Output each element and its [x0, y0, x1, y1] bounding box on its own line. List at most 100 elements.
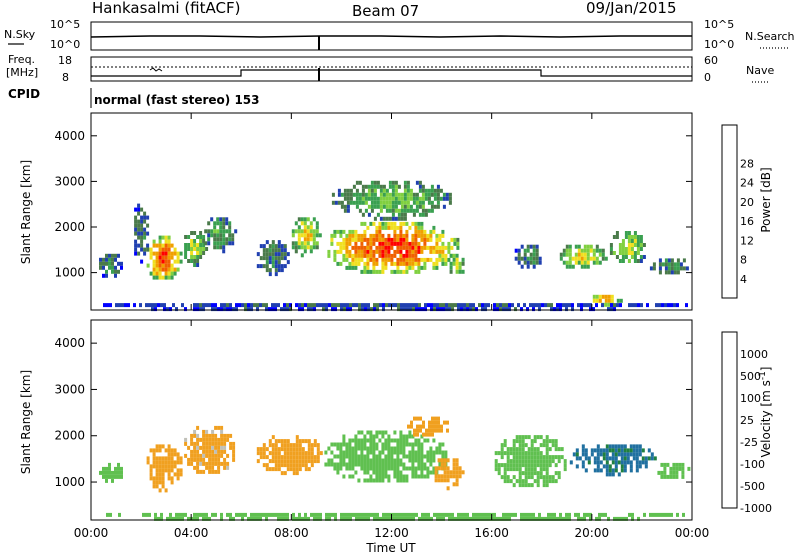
power-cell	[393, 233, 397, 238]
velocity-cell	[644, 460, 648, 465]
power-cell	[559, 256, 563, 261]
power-cell	[388, 208, 392, 213]
velocity-cell	[643, 512, 646, 517]
velocity-cell	[542, 455, 546, 460]
velocity-cell	[484, 516, 487, 521]
power-cell	[375, 257, 379, 262]
power-cell	[133, 303, 136, 308]
velocity-cell	[638, 460, 642, 465]
power-cell	[418, 307, 421, 312]
power-cell	[408, 249, 412, 254]
velocity-cell	[419, 416, 422, 421]
velocity-cell	[422, 432, 425, 437]
power-cell	[577, 260, 581, 265]
power-cell	[418, 200, 422, 205]
velocity-cell	[295, 463, 299, 468]
velocity-cell	[472, 516, 475, 521]
velocity-cell	[202, 429, 206, 434]
power-cell	[173, 247, 177, 252]
power-cell	[349, 200, 353, 205]
velocity-cell	[399, 438, 403, 443]
velocity-cell	[623, 452, 627, 457]
velocity-cell	[524, 483, 528, 488]
power-cell	[262, 256, 266, 261]
power-cell	[219, 221, 223, 226]
velocity-cell	[563, 459, 567, 464]
power-cell	[196, 251, 200, 255]
power-cell	[333, 229, 337, 234]
velocity-cell	[536, 435, 540, 440]
power-cell	[366, 225, 370, 230]
velocity-cell	[440, 424, 443, 429]
power-cell	[357, 257, 361, 262]
velocity-cell	[342, 474, 346, 479]
power-cell	[517, 252, 521, 257]
power-cell	[167, 259, 171, 264]
velocity-cell	[361, 516, 364, 521]
velocity-cell	[301, 459, 305, 464]
velocity-cell	[638, 448, 642, 453]
power-cell	[393, 241, 397, 246]
power-cell	[367, 307, 370, 312]
velocity-cell	[417, 438, 421, 443]
power-cell	[170, 251, 174, 256]
velocity-cell	[396, 478, 400, 483]
velocity-cell	[111, 474, 114, 479]
velocity-cell	[277, 516, 280, 521]
velocity-cell	[670, 512, 673, 517]
velocity-cell	[521, 455, 525, 460]
velocity-cell	[360, 446, 364, 451]
power-cell	[633, 259, 637, 263]
velocity-cell	[379, 516, 382, 521]
power-cell	[421, 212, 425, 217]
velocity-cell	[520, 512, 523, 517]
velocity-cell	[596, 460, 600, 465]
velocity-ytick-label: 1000	[54, 475, 85, 489]
velocity-cell	[382, 512, 385, 517]
velocity-cell	[641, 460, 645, 465]
power-cell	[181, 303, 184, 308]
power-cell	[167, 247, 171, 252]
power-cell	[193, 303, 196, 308]
velocity-cell	[466, 516, 469, 521]
power-cell	[520, 307, 523, 312]
velocity-cell	[596, 448, 600, 453]
power-cell	[658, 303, 661, 308]
velocity-cell	[400, 512, 403, 517]
velocity-cell	[411, 466, 415, 471]
velocity-cell	[542, 479, 546, 484]
power-scatter-region	[99, 253, 123, 278]
velocity-cell	[381, 458, 385, 463]
power-cell	[417, 257, 421, 262]
velocity-cell	[596, 452, 600, 457]
velocity-cell	[563, 463, 567, 468]
velocity-cell	[301, 451, 305, 456]
power-cell	[360, 249, 364, 254]
power-cell	[384, 257, 388, 262]
velocity-cell	[420, 434, 424, 439]
velocity-cell	[536, 471, 540, 476]
velocity-cell	[554, 443, 558, 448]
velocity-cell	[548, 459, 552, 464]
power-cell	[354, 229, 358, 234]
velocity-cell	[333, 442, 337, 447]
velocity-cell	[372, 446, 376, 451]
power-cell	[105, 273, 108, 278]
power-cell	[283, 252, 287, 257]
power-cell	[216, 217, 220, 222]
power-cell	[306, 241, 310, 246]
velocity-cell	[583, 512, 586, 517]
velocity-cell	[443, 474, 447, 479]
velocity-cell	[108, 474, 111, 479]
velocity-cell	[596, 464, 600, 469]
power-cell	[417, 269, 421, 274]
power-cell	[390, 261, 394, 266]
velocity-cell	[506, 463, 510, 468]
power-cell	[375, 237, 379, 242]
velocity-cell	[599, 468, 603, 473]
power-cell	[357, 237, 361, 242]
velocity-cell	[265, 467, 269, 472]
velocity-cell	[327, 462, 331, 467]
velocity-cell	[687, 466, 691, 471]
velocity-cell	[220, 441, 224, 446]
